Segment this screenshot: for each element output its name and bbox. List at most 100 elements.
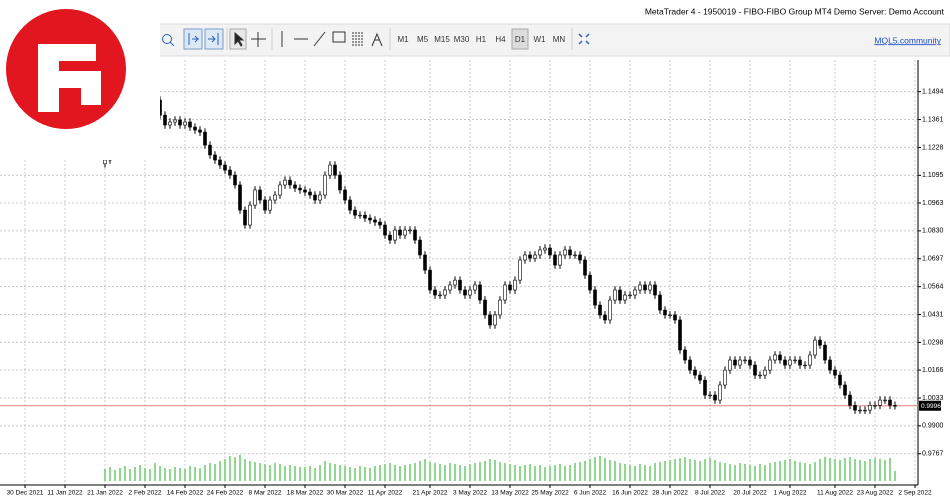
x-tick-label: 2 Sep 2022 bbox=[898, 490, 932, 497]
fibo-tool[interactable] bbox=[352, 32, 363, 46]
candle-body bbox=[823, 344, 827, 361]
candle-body bbox=[848, 394, 852, 406]
candle-body bbox=[753, 364, 757, 376]
candle-body bbox=[883, 399, 887, 402]
y-tick-label: 1.0033 bbox=[922, 395, 944, 402]
candle-body bbox=[813, 339, 817, 356]
timeframe-button[interactable]: H4 bbox=[495, 35, 506, 44]
y-tick-label: 1.0963 bbox=[922, 200, 944, 207]
timeframe-button[interactable]: M1 bbox=[397, 35, 409, 44]
candle-body bbox=[208, 144, 212, 156]
candle-body bbox=[203, 131, 207, 146]
candle-body bbox=[393, 229, 397, 241]
candle-body bbox=[513, 279, 517, 291]
zoom-icon[interactable] bbox=[162, 34, 172, 44]
candle-body bbox=[398, 229, 402, 236]
trendline-tool[interactable] bbox=[313, 31, 326, 47]
text-tool[interactable] bbox=[332, 31, 346, 43]
toolbar-icons bbox=[162, 28, 590, 50]
x-tick-label: 25 May 2022 bbox=[531, 490, 569, 497]
x-tick-label: 11 Aug 2022 bbox=[817, 490, 853, 497]
candle-body bbox=[808, 354, 812, 366]
candle-body bbox=[603, 314, 607, 321]
candle-body bbox=[528, 254, 532, 259]
timeframe-button[interactable]: MN bbox=[553, 35, 566, 44]
timeframe-button[interactable]: M30 bbox=[454, 35, 470, 44]
candle-body bbox=[318, 194, 322, 201]
logo bbox=[0, 0, 160, 160]
candle-body bbox=[693, 369, 697, 376]
candle-body bbox=[288, 179, 292, 186]
candle-body bbox=[573, 254, 577, 257]
candle-body bbox=[263, 199, 267, 211]
candle-body bbox=[843, 384, 847, 396]
candle-body bbox=[728, 359, 732, 371]
x-tick-label: 28 Jun 2022 bbox=[652, 490, 688, 497]
candle-body bbox=[218, 159, 222, 166]
candle-body bbox=[273, 194, 277, 201]
community-link[interactable]: MQL5.community bbox=[874, 35, 941, 45]
candle-body bbox=[178, 119, 182, 126]
candle-body bbox=[888, 399, 892, 406]
y-tick-label: 1.1494 bbox=[922, 89, 944, 96]
candle-body bbox=[168, 121, 172, 126]
timeframe-button[interactable]: D1 bbox=[515, 35, 526, 44]
candle-body bbox=[473, 284, 477, 291]
candle-body bbox=[383, 224, 387, 236]
x-tick-label: 2 Feb 2022 bbox=[129, 490, 162, 497]
x-tick-label: 6 Jun 2022 bbox=[574, 490, 607, 497]
candle-body bbox=[673, 314, 677, 321]
candle-body bbox=[868, 405, 872, 411]
candle-body bbox=[593, 289, 597, 306]
candle-body bbox=[758, 374, 762, 377]
candle-body bbox=[423, 254, 427, 271]
candle-body bbox=[488, 314, 492, 326]
candle-body bbox=[563, 249, 567, 256]
timeframe-button[interactable]: M15 bbox=[434, 35, 450, 44]
y-tick-label: 1.0298 bbox=[922, 339, 944, 346]
candle-body bbox=[183, 121, 187, 126]
candle-body bbox=[648, 284, 652, 291]
fullscreen-icon[interactable] bbox=[578, 33, 590, 45]
autoscroll-icon bbox=[188, 33, 199, 45]
candle-body bbox=[403, 229, 407, 236]
x-tick-label: 30 Mar 2022 bbox=[327, 490, 364, 497]
candle-body bbox=[628, 294, 632, 297]
x-tick-label: 1 Aug 2022 bbox=[774, 490, 807, 497]
x-tick-label: 21 Apr 2022 bbox=[412, 490, 447, 497]
x-tick-label: 24 Feb 2022 bbox=[207, 490, 244, 497]
candle-body bbox=[213, 154, 217, 161]
candle-body bbox=[103, 159, 107, 165]
candle-body bbox=[408, 229, 412, 232]
y-tick-label: 1.1095 bbox=[922, 172, 944, 179]
y-tick-label: 1.1361 bbox=[922, 116, 944, 123]
candle-body bbox=[443, 289, 447, 296]
logo-circle bbox=[6, 9, 126, 129]
y-tick-label: 0.9900 bbox=[922, 423, 944, 430]
candle-body bbox=[418, 239, 422, 256]
objects-tool[interactable] bbox=[371, 32, 383, 47]
candle-body bbox=[793, 359, 797, 362]
candle-body bbox=[553, 254, 557, 266]
y-tick-label: 1.0166 bbox=[922, 367, 944, 374]
candle-body bbox=[718, 384, 722, 401]
candle-body bbox=[388, 234, 392, 241]
candle-body bbox=[643, 284, 647, 291]
candle-body bbox=[798, 359, 802, 366]
timeframe-button[interactable]: W1 bbox=[534, 35, 547, 44]
candle-body bbox=[313, 194, 317, 201]
candle-body bbox=[878, 399, 882, 406]
candle-body bbox=[803, 364, 807, 367]
candle-body bbox=[463, 289, 467, 296]
candle-body bbox=[298, 187, 302, 191]
timeframe-button[interactable]: H1 bbox=[476, 35, 487, 44]
crosshair-icon[interactable] bbox=[251, 32, 266, 47]
chart-shift-icon bbox=[208, 33, 219, 45]
candle-body bbox=[678, 319, 682, 351]
candle-body bbox=[538, 249, 542, 256]
candle-body bbox=[518, 259, 522, 281]
candle-body bbox=[253, 189, 257, 206]
zoom-icon-handle bbox=[169, 41, 175, 47]
candle-body bbox=[733, 359, 737, 366]
timeframe-button[interactable]: M5 bbox=[417, 35, 429, 44]
